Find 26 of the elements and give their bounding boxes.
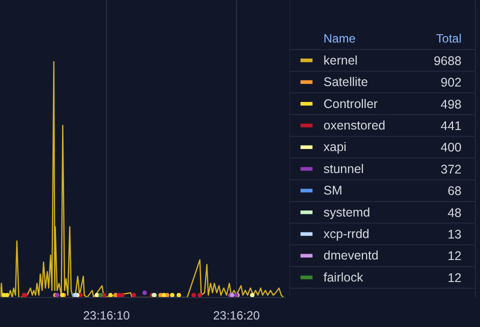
category-label: xcp-rrdd [324, 227, 370, 242]
data-label: 12 [448, 270, 462, 285]
data-label: 12 [448, 249, 462, 264]
text: Total [436, 32, 462, 46]
data-label: 48 [448, 206, 462, 220]
data-label: 498 [440, 97, 462, 112]
category-label: kernel [324, 53, 358, 68]
category-label: xapi [324, 140, 346, 154]
category-label: systemd [324, 205, 370, 220]
category-label: stunnel [324, 162, 364, 176]
data-label: 400 [440, 140, 462, 155]
text: Name [324, 32, 356, 46]
category-label: Satellite [324, 75, 368, 90]
x-tick-label: 23:16:20 [213, 308, 260, 322]
data-label: 68 [448, 184, 462, 198]
category-label: dmeventd [324, 248, 378, 263]
data-label: 902 [440, 76, 462, 90]
data-label: 372 [440, 162, 462, 176]
category-label: SM [324, 184, 342, 198]
category-label: fairlock [324, 270, 364, 284]
category-label: oxenstored [324, 118, 386, 132]
category-label: Controller [324, 96, 378, 111]
data-label: 441 [440, 118, 462, 133]
data-label: 9688 [434, 54, 462, 68]
x-tick-label: 23:16:10 [83, 308, 130, 322]
data-label: 13 [448, 228, 462, 242]
